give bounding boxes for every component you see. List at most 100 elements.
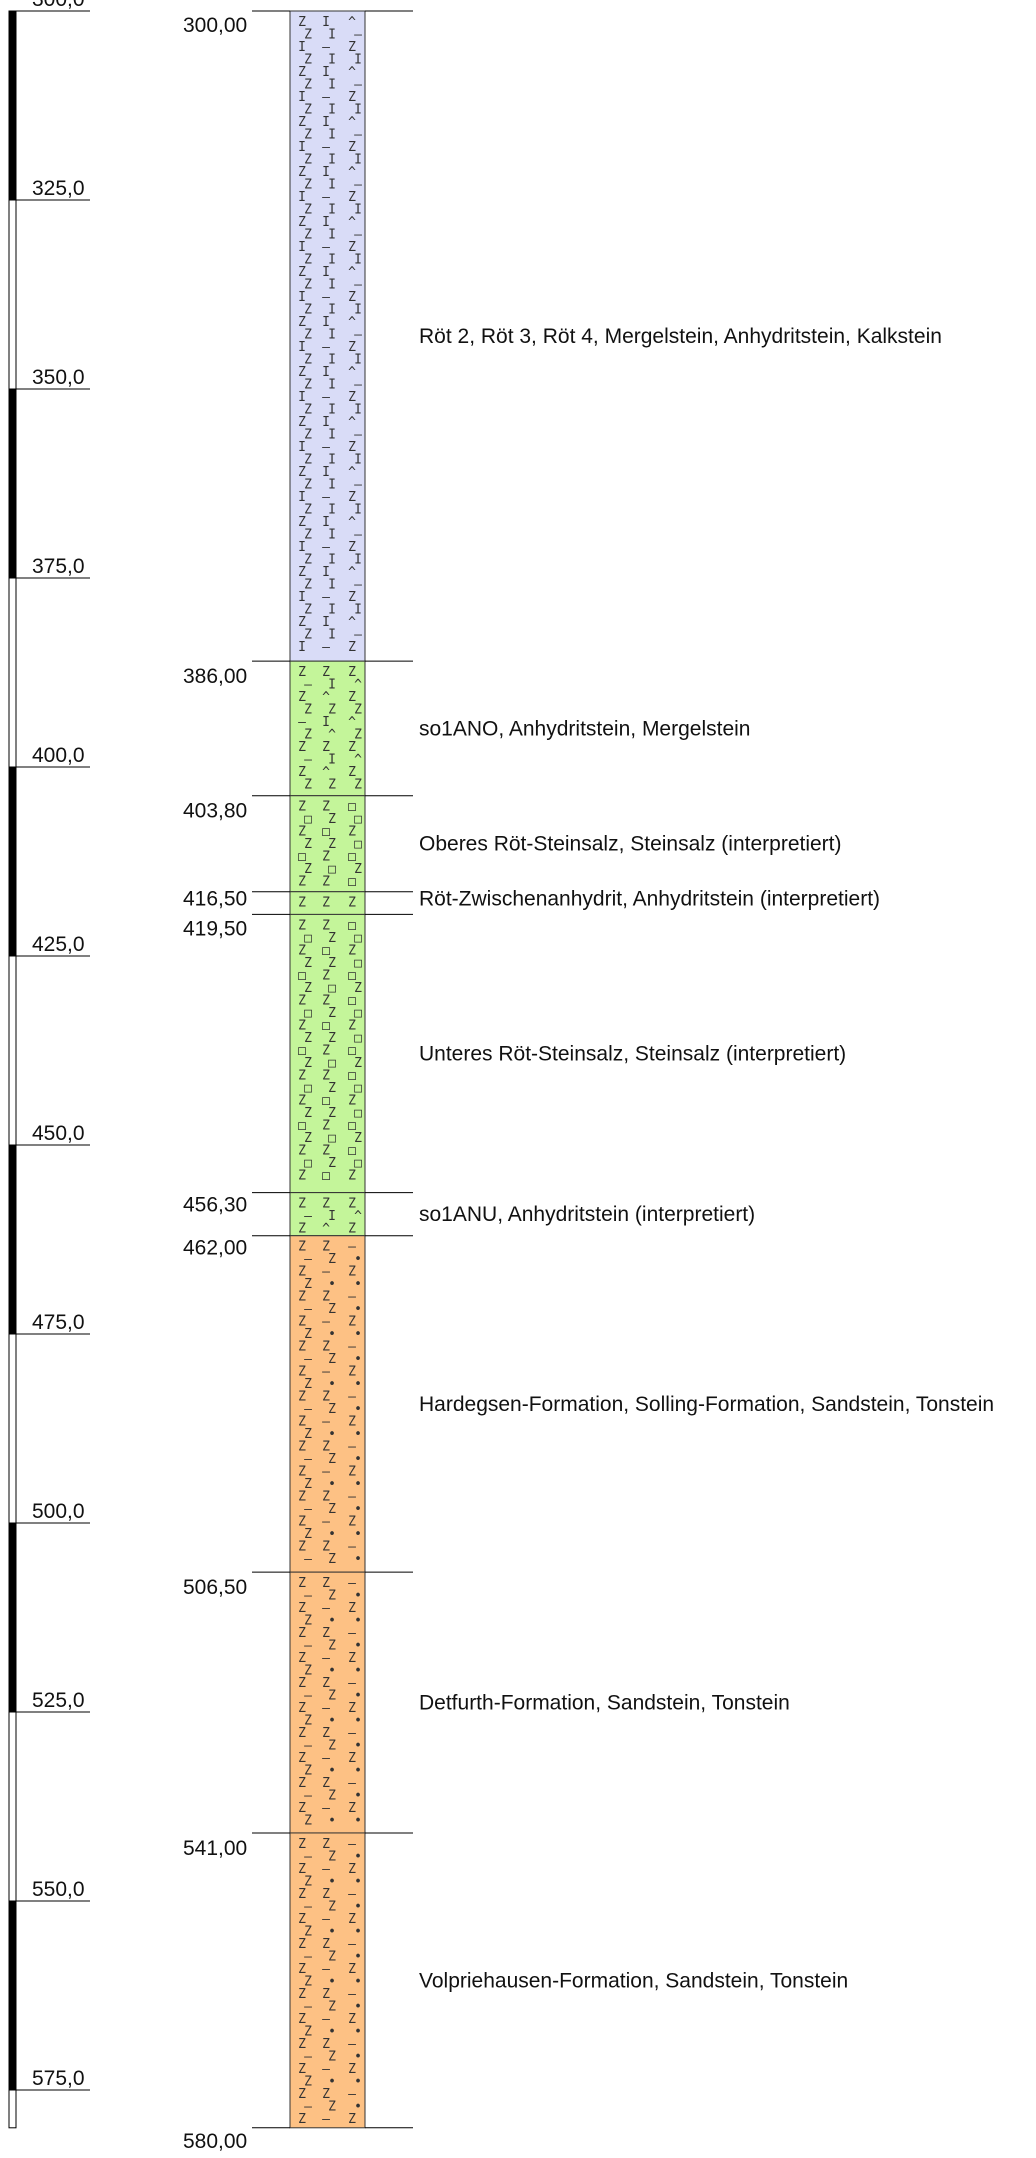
pattern-glyph: Z: [348, 2112, 356, 2127]
pattern-glyph: Z: [322, 1240, 330, 1255]
pattern-glyph: I: [328, 628, 336, 643]
layer-fill: [289, 660, 366, 797]
layer-description: Röt-Zwischenanhydrit, Anhydritstein (int…: [419, 888, 880, 911]
pattern-glyph: —: [348, 1540, 356, 1555]
pattern-glyph: —: [322, 1601, 330, 1616]
pattern-glyph: Z: [304, 1131, 312, 1146]
pattern-glyph: I: [322, 165, 330, 180]
pattern-glyph: Z: [298, 1490, 306, 1505]
pattern-glyph: •: [354, 1477, 362, 1492]
pattern-glyph: □: [322, 825, 330, 840]
pattern-glyph: Z: [298, 1576, 306, 1591]
pattern-glyph: ^: [348, 515, 356, 530]
pattern-glyph: Z: [348, 690, 356, 705]
pattern-glyph: •: [328, 1924, 336, 1939]
pattern-glyph: □: [348, 850, 356, 865]
pattern-glyph: Z: [328, 1402, 336, 1417]
layer-top-depth: 456,30: [183, 1194, 247, 1217]
pattern-glyph: Z: [322, 918, 330, 933]
layer-top-depth: 386,00: [183, 665, 247, 688]
pattern-glyph: Z: [322, 2087, 330, 2102]
pattern-glyph: ^: [348, 415, 356, 430]
pattern-glyph: —: [304, 2099, 312, 2114]
pattern-glyph: Z: [298, 365, 306, 380]
pattern-glyph: □: [354, 1081, 362, 1096]
pattern-glyph: Z: [298, 1912, 306, 1927]
pattern-glyph: •: [354, 1664, 362, 1679]
pattern-glyph: □: [304, 1156, 312, 1171]
pattern-glyph: Z: [328, 1252, 336, 1267]
pattern-glyph: Z: [304, 981, 312, 996]
pattern-glyph: Z: [298, 2112, 306, 2127]
pattern-glyph: —: [304, 1452, 312, 1467]
pattern-glyph: Z: [298, 943, 306, 958]
pattern-glyph: —: [322, 1751, 330, 1766]
pattern-glyph: —: [304, 1302, 312, 1317]
pattern-glyph: •: [328, 1477, 336, 1492]
pattern-glyph: I: [328, 53, 336, 68]
pattern-glyph: —: [304, 1899, 312, 1914]
layer-pattern: Z Z Z— I ^Z ^ Z: [298, 1197, 362, 1237]
pattern-glyph: ^: [348, 215, 356, 230]
pattern-glyph: Z: [304, 478, 312, 493]
pattern-glyph: Z: [348, 1197, 356, 1212]
pattern-glyph: —: [304, 1849, 312, 1864]
pattern-glyph: Z: [328, 1849, 336, 1864]
pattern-glyph: Z: [348, 340, 356, 355]
layer-pattern: Z Z —— Z •Z — ZZ • •Z Z —— Z •Z — ZZ • •Z Z —— Z •Z — ZZ • •Z Z ——…: [298, 1576, 362, 1829]
pattern-glyph: —: [322, 640, 330, 655]
pattern-glyph: Z: [348, 896, 356, 911]
pattern-glyph: —: [304, 1552, 312, 1567]
pattern-glyph: I: [354, 503, 362, 518]
pattern-glyph: I: [322, 65, 330, 80]
pattern-glyph: Z: [298, 1290, 306, 1305]
pattern-glyph: Z: [322, 1143, 330, 1158]
pattern-glyph: Z: [328, 1106, 336, 1121]
pattern-glyph: Z: [298, 1987, 306, 2002]
pattern-glyph: Z: [322, 1837, 330, 1852]
pattern-glyph: I: [322, 615, 330, 630]
pattern-glyph: Z: [348, 1315, 356, 1330]
pattern-glyph: I: [322, 465, 330, 480]
pattern-glyph: Z: [322, 968, 330, 983]
pattern-glyph: I: [328, 253, 336, 268]
pattern-glyph: Z: [348, 1601, 356, 1616]
pattern-glyph: Z: [304, 703, 312, 718]
pattern-glyph: Z: [348, 1415, 356, 1430]
pattern-glyph: Z: [298, 1265, 306, 1280]
pattern-glyph: —: [322, 2062, 330, 2077]
pattern-glyph: I: [298, 440, 306, 455]
pattern-glyph: Z: [304, 1814, 312, 1829]
pattern-glyph: Z: [298, 465, 306, 480]
pattern-glyph: —: [354, 578, 362, 593]
pattern-glyph: □: [304, 1081, 312, 1096]
pattern-glyph: •: [328, 1714, 336, 1729]
pattern-glyph: Z: [304, 553, 312, 568]
pattern-glyph: •: [328, 1764, 336, 1779]
pattern-glyph: □: [304, 812, 312, 827]
pattern-glyph: ^: [354, 753, 362, 768]
pattern-glyph: Z: [304, 1277, 312, 1292]
pattern-glyph: I: [298, 340, 306, 355]
pattern-glyph: □: [348, 968, 356, 983]
pattern-glyph: Z: [348, 1018, 356, 1033]
scale-tick-label: 350,0: [32, 366, 85, 389]
pattern-glyph: □: [348, 800, 356, 815]
pattern-glyph: Z: [322, 1068, 330, 1083]
layer-top-depth: 300,00: [183, 14, 247, 37]
pattern-glyph: Z: [348, 2062, 356, 2077]
pattern-glyph: Z: [298, 825, 306, 840]
pattern-glyph: —: [354, 428, 362, 443]
pattern-glyph: I: [354, 353, 362, 368]
pattern-glyph: Z: [298, 1222, 306, 1237]
pattern-glyph: —: [348, 1240, 356, 1255]
pattern-glyph: Z: [348, 390, 356, 405]
pattern-glyph: □: [298, 1118, 306, 1133]
pattern-glyph: Z: [348, 665, 356, 680]
pattern-glyph: Z: [348, 590, 356, 605]
pattern-glyph: Z: [328, 1739, 336, 1754]
pattern-glyph: —: [348, 1937, 356, 1952]
pattern-glyph: Z: [298, 1515, 306, 1530]
pattern-glyph: Z: [328, 837, 336, 852]
